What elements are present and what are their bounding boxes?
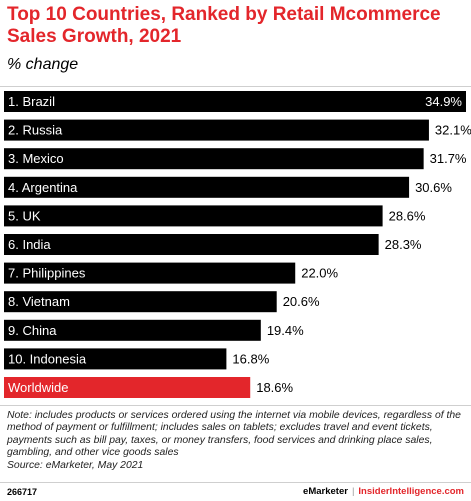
value-label-2-russia: 32.1%	[435, 123, 471, 138]
brand-insiderintelligence[interactable]: InsiderIntelligence.com	[358, 486, 464, 497]
note-text: Note: includes products or services orde…	[7, 410, 461, 459]
brand-separator: |	[351, 486, 355, 497]
bar-7-philippines	[4, 262, 296, 284]
footer-divider	[0, 482, 471, 483]
value-label-4-argentina: 30.6%	[415, 180, 452, 195]
bar-chart: 1. Brazil 34.9% 2. Russia 32.1% 3. Mexico 31.…	[4, 91, 471, 398]
value-label-3-mexico: 31.7%	[430, 151, 467, 166]
category-label-7-philippines: 7. Philippines	[8, 266, 86, 281]
bar-6-india	[4, 234, 379, 255]
bar-3-mexico	[4, 148, 424, 170]
source-text: Source: eMarketer, May 2021	[7, 459, 144, 471]
value-label-6-india: 28.3%	[385, 237, 422, 252]
category-label-4-argentina: 4. Argentina	[8, 180, 78, 195]
value-label-1-brazil: 34.9%	[425, 94, 462, 109]
category-label-worldwide: Worldwide	[8, 380, 68, 395]
chart-subtitle: % change	[7, 56, 79, 73]
bar-2-russia	[4, 119, 429, 141]
bar-4-argentina	[4, 176, 410, 198]
bar-worldwide	[4, 377, 251, 398]
category-label-2-russia: 2. Russia	[8, 123, 63, 138]
value-label-8-vietnam: 20.6%	[283, 294, 320, 309]
category-label-9-china: 9. China	[8, 323, 57, 338]
category-label-1-brazil: 1. Brazil	[8, 94, 55, 109]
bottom-divider	[0, 405, 471, 406]
chart-title: Top 10 Countries, Ranked by Retail Mcomm…	[7, 4, 441, 47]
top-divider	[0, 86, 471, 87]
category-label-10-indonesia: 10. Indonesia	[8, 351, 87, 366]
brand-emarketer: eMarketer	[303, 486, 348, 497]
value-label-5-uk: 28.6%	[389, 208, 426, 223]
value-label-9-china: 19.4%	[267, 323, 304, 338]
bar-1-brazil	[4, 91, 466, 112]
brand-footer: eMarketer | InsiderIntelligence.com	[303, 486, 464, 497]
value-label-10-indonesia: 16.8%	[232, 351, 269, 366]
category-label-6-india: 6. India	[8, 237, 51, 252]
category-label-8-vietnam: 8. Vietnam	[8, 294, 70, 309]
value-label-7-philippines: 22.0%	[301, 266, 338, 281]
bar-5-uk	[4, 205, 383, 227]
chart-id: 266717	[7, 487, 38, 497]
category-label-5-uk: 5. UK	[8, 208, 41, 223]
value-label-worldwide: 18.6%	[256, 380, 293, 395]
bar-9-china	[4, 319, 261, 341]
bar-8-vietnam	[4, 291, 277, 313]
chart-note: Note: includes products or services orde…	[7, 410, 467, 472]
category-label-3-mexico: 3. Mexico	[8, 151, 64, 166]
bar-10-indonesia	[4, 348, 227, 370]
